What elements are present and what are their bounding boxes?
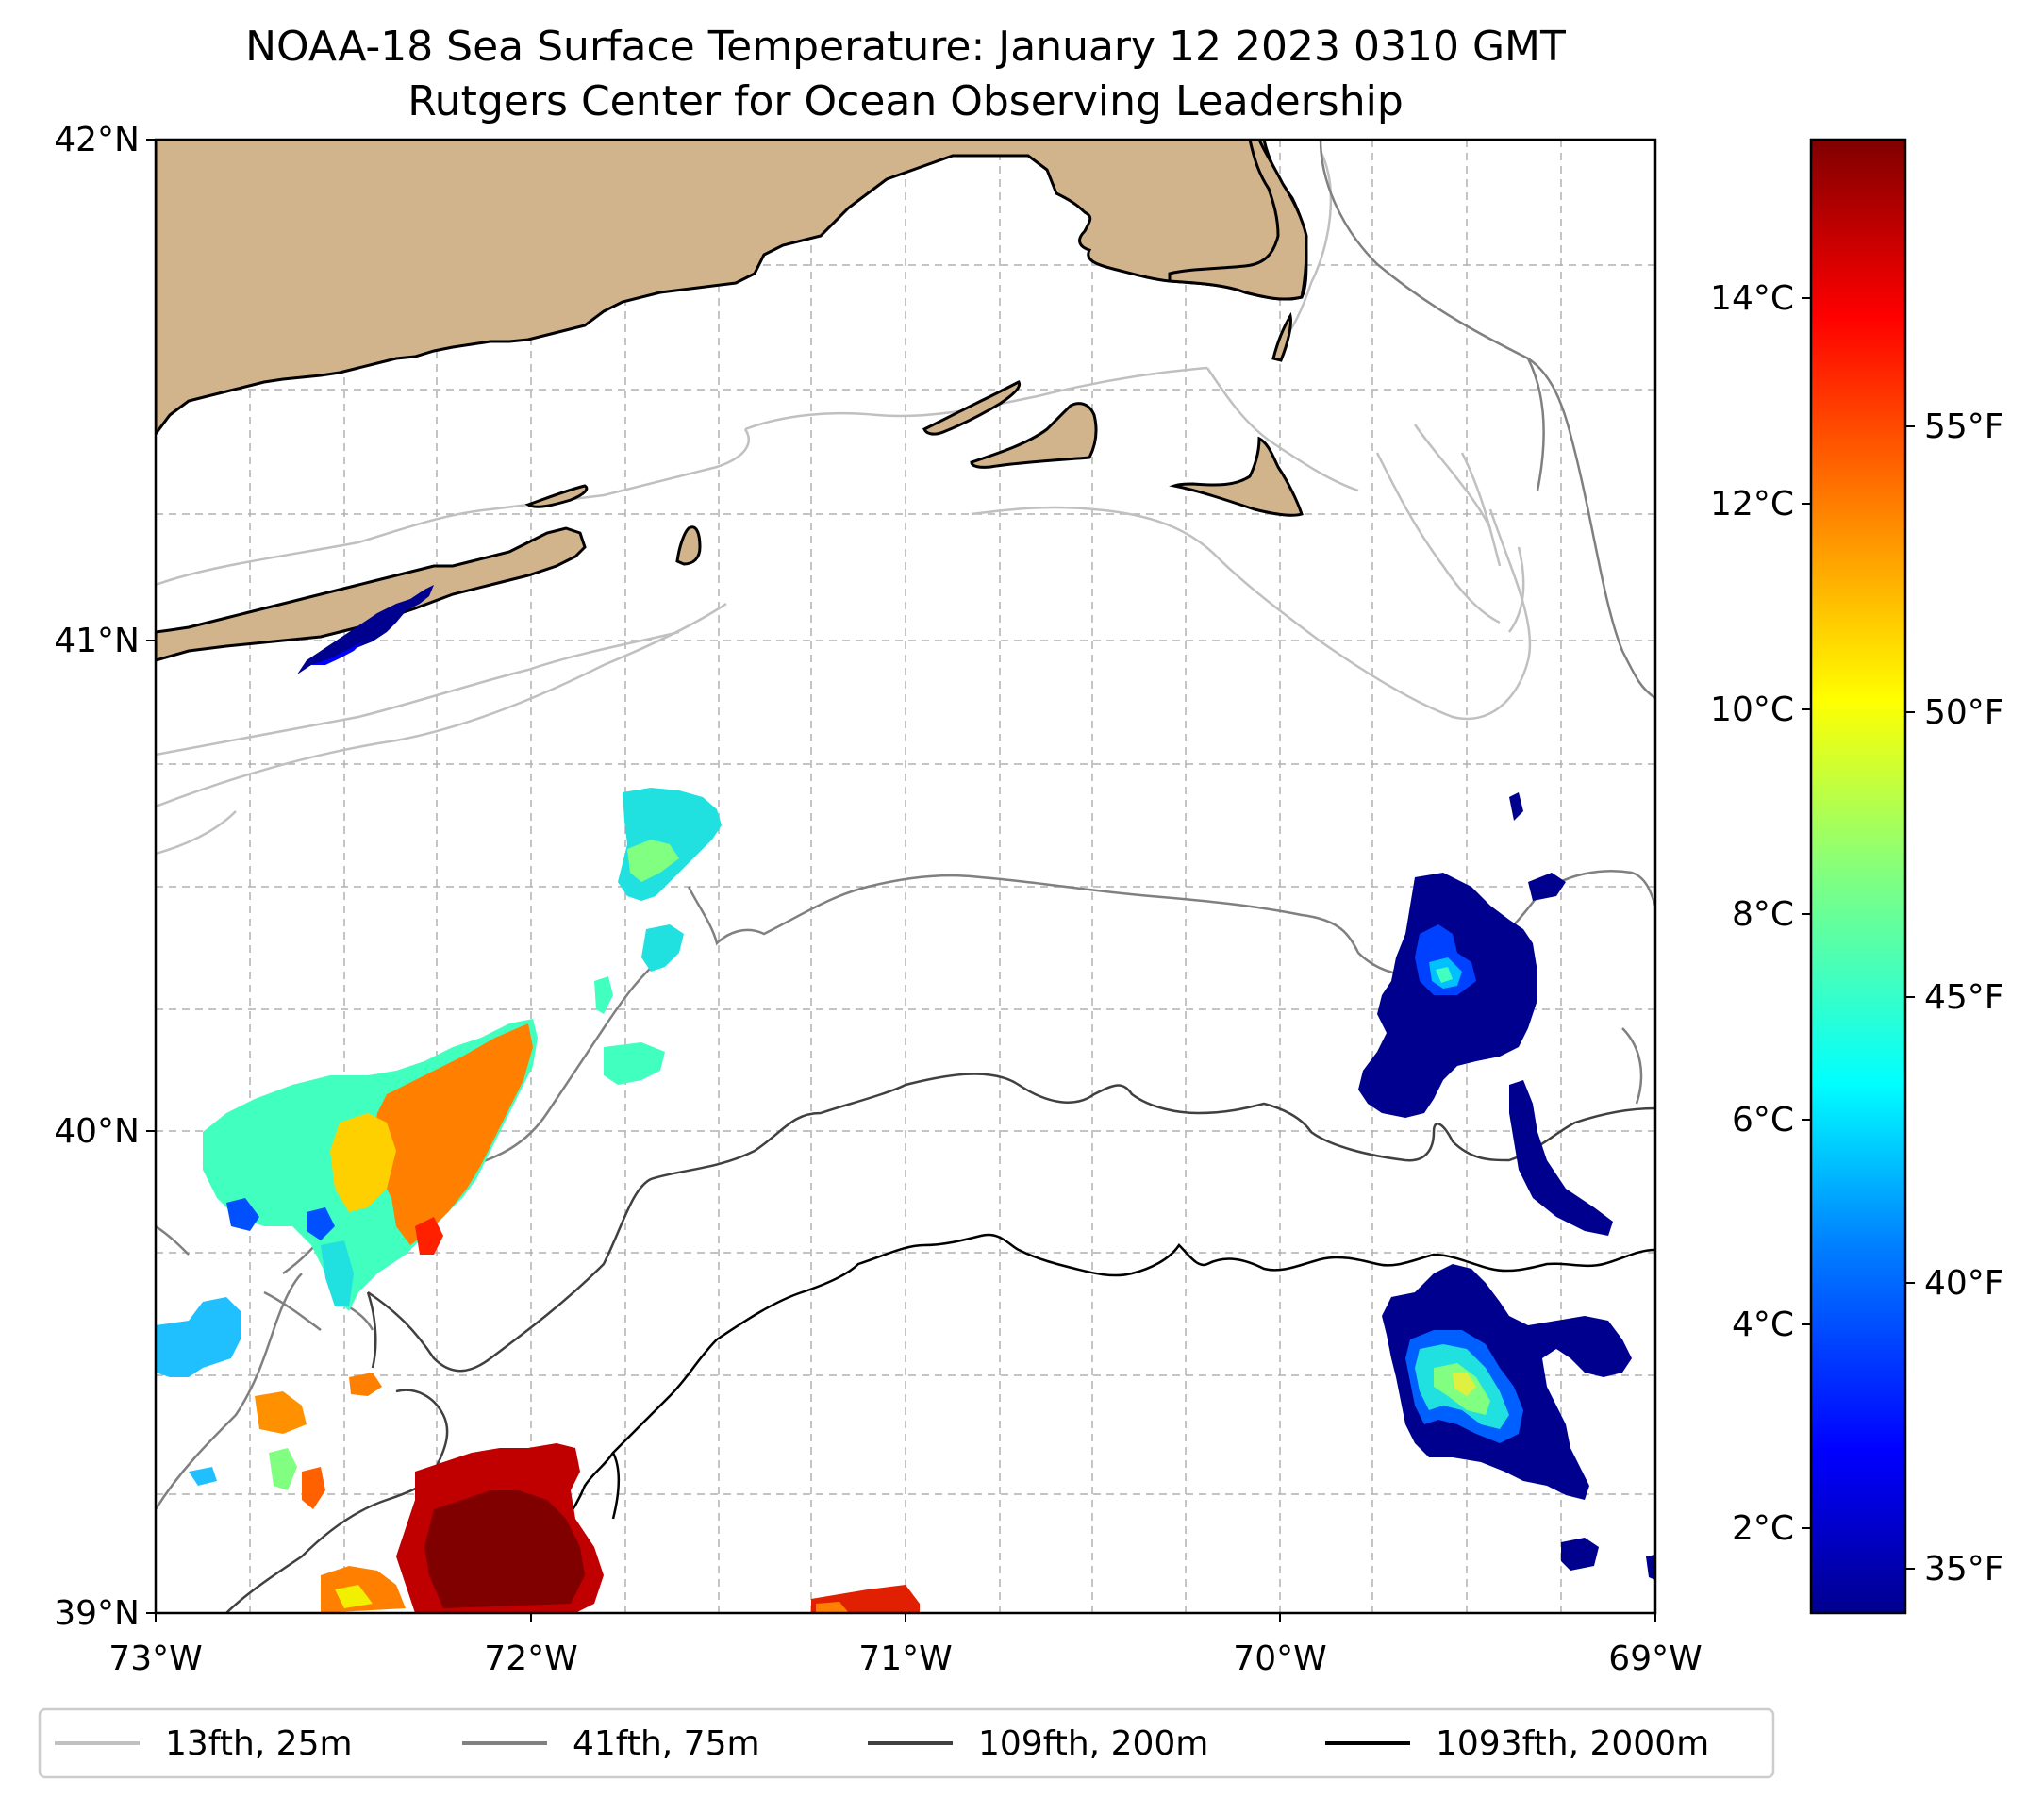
chart-title: NOAA-18 Sea Surface Temperature: January…	[245, 23, 1566, 71]
cbar-c-6: 6°C	[1732, 1101, 1794, 1140]
sst-patch-north-3	[604, 1042, 665, 1085]
land-fishers-island	[524, 484, 589, 508]
sst-patch-north-4	[594, 976, 613, 1014]
legend-label-25m: 13fth, 25m	[165, 1724, 353, 1763]
colorbar: 14°C 12°C 10°C 8°C 6°C 4°C 2°C 55°F 50°F…	[1710, 138, 2004, 1615]
sst-patch-sw-4	[269, 1448, 297, 1490]
cbar-f-55: 55°F	[1924, 408, 2004, 446]
contour-75m	[156, 140, 1655, 1510]
land-nantucket	[1169, 436, 1304, 517]
sst-patch-sw-5	[302, 1467, 325, 1509]
sst-patch-west-orange	[373, 1023, 533, 1245]
legend-label-200m: 109fth, 200m	[978, 1724, 1208, 1763]
sst-patch-east-upper-mint	[1436, 967, 1453, 983]
cbar-f-50: 50°F	[1924, 693, 2004, 732]
cbar-c-14: 14°C	[1710, 279, 1794, 318]
sst-patch-west-red	[415, 1217, 443, 1255]
sst-patch-west-yellow	[330, 1113, 396, 1212]
lat-label-41: 41°N	[54, 622, 140, 660]
contour-200m	[225, 1073, 1655, 1613]
sst-patch-sw-3	[349, 1373, 382, 1396]
legend-label-2000m: 1093fth, 2000m	[1436, 1724, 1709, 1763]
sst-patch-sw-6	[189, 1467, 217, 1486]
cbar-f-45: 45°F	[1924, 978, 2004, 1017]
sst-patch-south-yellow	[335, 1585, 373, 1608]
lat-label-39: 39°N	[54, 1594, 140, 1633]
map-area	[156, 140, 1655, 1613]
cbar-f-35: 35°F	[1924, 1550, 2004, 1589]
cbar-c-2: 2°C	[1732, 1509, 1794, 1548]
cbar-c-4: 4°C	[1732, 1306, 1794, 1344]
land-monomoy	[1271, 311, 1292, 362]
sst-patch-north-1b	[627, 840, 679, 882]
contour-2000m	[442, 1233, 1655, 1613]
cbar-c-10: 10°C	[1710, 691, 1794, 729]
sst-patch-east-lower-bottom	[1561, 1538, 1599, 1571]
lon-label-69: 69°W	[1608, 1639, 1702, 1678]
lon-label-70: 70°W	[1233, 1639, 1326, 1678]
cbar-c-8: 8°C	[1732, 895, 1794, 934]
cbar-f-40: 40°F	[1924, 1264, 2004, 1303]
chart-subtitle: Rutgers Center for Ocean Observing Leade…	[407, 77, 1404, 125]
land-block-island	[675, 525, 702, 566]
land-cape-cod	[1168, 140, 1308, 301]
sst-patch-east-upper-tip	[1528, 873, 1566, 901]
legend: 13fth, 25m 41fth, 75m 109fth, 200m 1093f…	[38, 1707, 1775, 1779]
colorbar-gradient	[1809, 138, 1907, 1615]
land-marthas-vineyard	[970, 402, 1098, 469]
lon-ticks	[155, 1613, 1656, 1622]
land-masses	[156, 140, 1308, 662]
contour-25m	[156, 140, 1532, 856]
lon-label-71: 71°W	[858, 1639, 952, 1678]
sst-patch-east-upper-2	[1509, 1080, 1613, 1236]
sst-patch-east-lower-yellow	[1453, 1373, 1476, 1396]
sst-patch-west-blue-1	[226, 1198, 259, 1231]
lat-ticks	[146, 139, 156, 1614]
land-elizabeth-islands	[922, 380, 1022, 436]
sst-patch-north-2	[641, 924, 684, 972]
lat-label-42: 42°N	[54, 121, 140, 159]
sst-patch-peconic	[297, 585, 434, 674]
sst-patch-east-lower-edge	[1646, 1555, 1655, 1580]
lon-label-72: 72°W	[484, 1639, 577, 1678]
sst-patch-south-central-2	[816, 1602, 849, 1613]
sst-patches	[156, 585, 1655, 1613]
sst-patch-sw-2	[255, 1391, 307, 1434]
lat-label-40: 40°N	[54, 1112, 140, 1151]
lon-label-73: 73°W	[108, 1639, 202, 1678]
sst-patch-west-blue-2	[307, 1207, 335, 1240]
legend-label-75m: 41fth, 75m	[573, 1724, 760, 1763]
cbar-c-12: 12°C	[1710, 485, 1794, 524]
sst-patch-west-teal-tail	[321, 1240, 354, 1306]
sst-patch-sw-1	[156, 1297, 241, 1377]
sst-patch-south-darkred	[424, 1490, 585, 1608]
sst-patch-east-upper-3	[1509, 792, 1523, 821]
